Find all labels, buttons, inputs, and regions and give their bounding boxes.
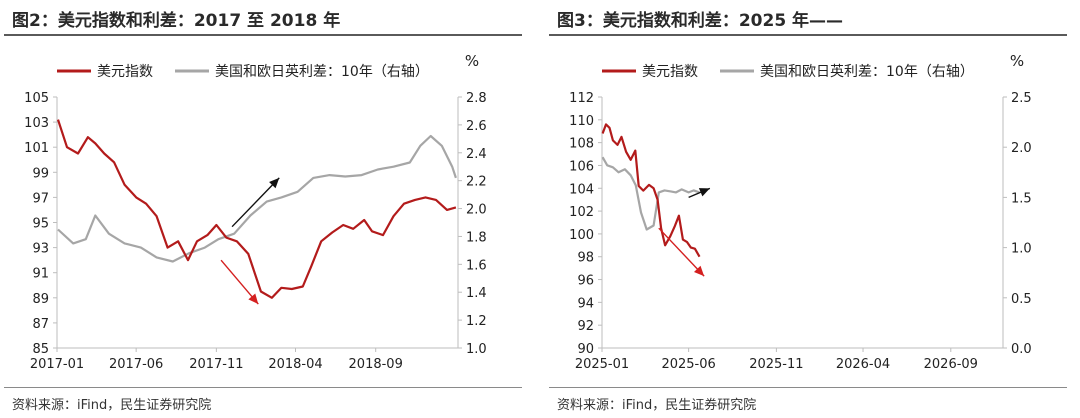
x-tick-label: 2026-09: [924, 357, 978, 372]
trend-arrow-up: [688, 187, 711, 199]
legend-label: 美国和欧日英利差：10年（右轴）: [760, 63, 974, 80]
right-axis-unit: %: [465, 52, 479, 70]
y-left-tick-label: 108: [569, 137, 594, 152]
y-left-tick-label: 102: [569, 205, 594, 220]
series-line-dxy: [56, 119, 457, 299]
y-right-tick-label: 1.0: [1011, 242, 1032, 257]
y-right-tick-label: 2.0: [1011, 141, 1032, 156]
right-axis-unit: %: [1010, 52, 1024, 70]
trend-arrow-up: [231, 177, 280, 228]
axes: 90 92 94 96 98 100 102 104 106 108 110 112 0.0 0.5 1.0…: [569, 91, 1032, 372]
x-tick-label: 2017-11: [189, 357, 243, 372]
y-left-tick-label: 93: [32, 242, 49, 257]
arrow-shaft: [658, 227, 705, 277]
title-divider: [4, 34, 522, 36]
y-right-tick-label: 2.5: [1011, 91, 1032, 106]
chart-panel-dxy-2025: 图3：美元指数和利差：2025 年—— 美元指数 美国和欧日英利差：10年（右轴）…: [545, 0, 1073, 418]
y-right-tick-label: 2.2: [466, 175, 487, 190]
y-right-tick-label: 2.6: [466, 119, 487, 134]
arrow-shaft: [231, 177, 280, 228]
x-tick-label: 2025-11: [749, 357, 803, 372]
y-right-tick-label: 0.5: [1011, 292, 1032, 307]
arrow-head: [698, 188, 710, 197]
y-left-tick-label: 104: [569, 182, 594, 197]
y-right-tick-label: 2.4: [466, 147, 487, 162]
y-left-tick-label: 94: [577, 296, 594, 311]
y-left-tick-label: 90: [577, 342, 594, 357]
y-left-tick-label: 91: [32, 267, 49, 282]
legend-label: 美元指数: [642, 64, 698, 80]
source-divider: [549, 387, 1067, 388]
trend-arrow-down: [220, 259, 259, 305]
y-left-tick-label: 96: [577, 274, 594, 289]
y-left-tick-label: 100: [569, 228, 594, 243]
x-tick-label: 2025-06: [661, 357, 715, 372]
title-divider: [549, 34, 1067, 36]
y-left-tick-label: 106: [569, 159, 594, 174]
panel-title: 图3：美元指数和利差：2025 年——: [557, 11, 844, 31]
panel-title: 图2：美元指数和利差：2017 至 2018 年: [12, 11, 341, 31]
line-chart-svg: 美元指数 美国和欧日英利差：10年（右轴）% 90 92 94 96 98 100 102 104…: [569, 52, 1032, 372]
x-tick-label: 2017-06: [109, 357, 163, 372]
y-left-tick-label: 112: [569, 91, 594, 106]
arrow-head: [269, 177, 280, 189]
y-left-tick-label: 97: [32, 191, 49, 206]
y-right-tick-label: 1.2: [466, 314, 487, 329]
x-tick-label: 2017-01: [30, 357, 84, 372]
y-left-tick-label: 89: [32, 292, 49, 307]
series-line-dxy: [601, 123, 701, 258]
y-right-tick-label: 0.0: [1011, 342, 1032, 357]
series-line-spread: [57, 134, 457, 263]
source-note: 资料来源：iFind，民生证券研究院: [12, 398, 212, 413]
y-left-tick-label: 92: [577, 319, 594, 334]
y-right-tick-label: 1.6: [466, 258, 487, 273]
trend-arrow-down: [658, 227, 705, 277]
legend: 美元指数 美国和欧日英利差：10年（右轴）: [57, 63, 429, 80]
source-divider: [4, 387, 522, 388]
y-left-tick-label: 105: [24, 91, 49, 106]
axes: 85 87 89 91 93 95 97 99 101 103 105 1.0 1.2 1.4 1.6 1.8…: [24, 91, 487, 372]
y-right-tick-label: 2.0: [466, 203, 487, 218]
chart-panel-dxy-2017-2018: 图2：美元指数和利差：2017 至 2018 年 美元指数 美国和欧日英利差：10…: [0, 0, 528, 418]
y-left-tick-label: 103: [24, 116, 49, 131]
y-right-tick-label: 1.0: [466, 342, 487, 357]
x-tick-label: 2018-04: [268, 357, 322, 372]
y-left-tick-label: 87: [32, 317, 49, 332]
source-note: 资料来源：iFind，民生证券研究院: [557, 398, 757, 413]
x-tick-label: 2018-09: [349, 357, 403, 372]
y-right-tick-label: 1.4: [466, 286, 487, 301]
legend-label: 美国和欧日英利差：10年（右轴）: [215, 63, 429, 80]
y-left-tick-label: 99: [32, 166, 49, 181]
y-right-tick-label: 1.8: [466, 230, 487, 245]
x-tick-label: 2026-04: [836, 357, 890, 372]
x-tick-label: 2025-01: [575, 357, 629, 372]
legend: 美元指数 美国和欧日英利差：10年（右轴）: [602, 63, 974, 80]
y-left-tick-label: 95: [32, 217, 49, 232]
y-right-tick-label: 2.8: [466, 91, 487, 106]
arrow-head: [248, 293, 259, 305]
y-left-tick-label: 110: [569, 114, 594, 129]
y-left-tick-label: 98: [577, 251, 594, 266]
arrow-head: [693, 265, 705, 277]
y-right-tick-label: 1.5: [1011, 191, 1032, 206]
series-line-spread: [601, 156, 700, 231]
line-chart-svg: 美元指数 美国和欧日英利差：10年（右轴）% 85 87 89 91 93 95 97 99 101…: [24, 52, 487, 372]
y-left-tick-label: 85: [32, 342, 49, 357]
legend-label: 美元指数: [97, 64, 153, 80]
y-left-tick-label: 101: [24, 141, 49, 156]
